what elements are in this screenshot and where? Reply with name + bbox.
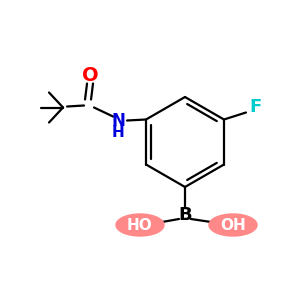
Text: N: N [111, 112, 125, 130]
Text: H: H [112, 125, 124, 140]
Text: HO: HO [127, 218, 153, 232]
Text: B: B [178, 206, 192, 224]
Text: OH: OH [220, 218, 246, 232]
Text: O: O [82, 66, 98, 85]
Ellipse shape [209, 214, 257, 236]
Ellipse shape [116, 214, 164, 236]
Text: F: F [250, 98, 262, 116]
